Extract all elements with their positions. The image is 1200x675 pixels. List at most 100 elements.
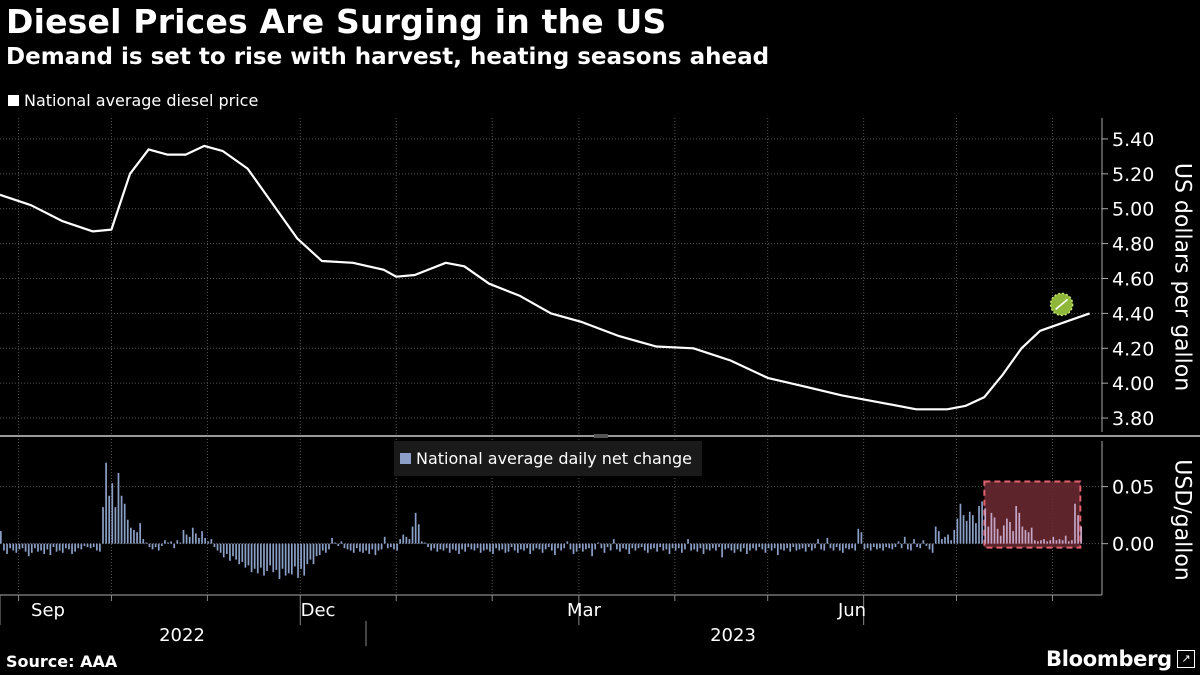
- net-change-bar: [845, 543, 847, 549]
- price-y-tick-label: 4.40: [1112, 303, 1154, 325]
- net-change-bar: [798, 543, 801, 550]
- net-change-bar: [776, 543, 779, 556]
- net-change-bar: [795, 543, 798, 551]
- chart-subtitle: Demand is set to rise with harvest, heat…: [6, 44, 770, 70]
- net-change-bar: [591, 543, 593, 557]
- net-change-bar: [448, 543, 451, 553]
- net-change-bar: [643, 543, 646, 551]
- net-change-bar: [1024, 529, 1027, 544]
- net-change-bar: [863, 543, 866, 550]
- net-change-bar: [80, 543, 83, 550]
- net-change-bar: [656, 543, 658, 552]
- net-change-bar: [482, 543, 485, 551]
- net-change-bar: [455, 543, 457, 551]
- net-change-bar: [34, 543, 36, 549]
- net-change-bar: [811, 543, 813, 551]
- net-change-bar: [965, 520, 968, 544]
- net-change-bar: [188, 536, 191, 544]
- net-change-bar: [49, 543, 52, 556]
- net-change-bar: [1058, 539, 1061, 544]
- net-change-bar: [724, 543, 727, 550]
- net-change-bar: [461, 543, 463, 550]
- net-change-bar: [46, 543, 49, 550]
- net-change-bar: [820, 543, 823, 550]
- change-legend-swatch: [400, 453, 411, 464]
- net-change-bar: [640, 543, 643, 548]
- net-change-bar: [544, 543, 547, 550]
- net-change-bar: [3, 543, 5, 551]
- net-change-bar: [603, 543, 606, 553]
- net-change-bar: [495, 543, 497, 549]
- net-change-bar: [179, 542, 182, 544]
- net-change-bar: [95, 543, 98, 551]
- net-change-bar: [417, 524, 420, 544]
- net-change-bar: [24, 543, 27, 552]
- net-change-bar: [1080, 526, 1083, 544]
- net-change-bar: [368, 543, 371, 554]
- net-change-bar: [882, 543, 884, 551]
- net-change-bar: [978, 506, 980, 544]
- panel-divider-handle: [594, 434, 608, 438]
- net-change-bar: [671, 543, 674, 549]
- net-change-bar: [297, 543, 299, 578]
- net-change-bar: [18, 543, 21, 550]
- net-change-bar: [742, 543, 745, 549]
- net-change-bar: [860, 532, 863, 544]
- net-change-bar: [944, 536, 946, 544]
- net-change-bar: [198, 537, 200, 544]
- net-change-bar: [646, 543, 649, 553]
- net-change-bar: [185, 534, 188, 544]
- net-change-bar: [1033, 540, 1036, 544]
- net-change-bar: [851, 543, 853, 549]
- net-change-bar: [272, 543, 275, 573]
- net-change-bar: [532, 543, 535, 551]
- price-series-line: [0, 144, 1090, 411]
- net-change-bar: [173, 543, 176, 549]
- net-change-bar: [130, 527, 132, 544]
- net-change-bar: [68, 543, 70, 550]
- net-change-bar: [634, 543, 637, 551]
- net-change-bar: [309, 543, 312, 560]
- net-change-bar: [15, 543, 18, 553]
- net-change-bar: [826, 537, 829, 544]
- price-y-tick-label: 5.40: [1112, 129, 1154, 151]
- net-change-bar: [430, 543, 432, 551]
- net-change-bar: [318, 543, 321, 556]
- net-change-bar: [687, 539, 689, 544]
- net-change-bar: [718, 543, 720, 548]
- net-change-bar: [631, 543, 634, 549]
- net-change-bar: [563, 543, 566, 549]
- price-y-axis-label: US dollars per gallon: [1169, 162, 1195, 392]
- net-change-bar: [761, 543, 764, 550]
- net-change-bar: [229, 543, 231, 561]
- net-change-bar: [572, 543, 575, 554]
- net-change-bar: [888, 543, 891, 549]
- net-change-bar: [201, 531, 203, 544]
- net-change-bar: [377, 543, 380, 551]
- net-change-bar: [191, 527, 194, 544]
- net-change-bar: [405, 536, 408, 544]
- net-change-bar: [770, 543, 773, 551]
- net-change-bar: [705, 543, 708, 550]
- net-change-bar: [396, 543, 398, 551]
- net-change-bar: [383, 536, 386, 544]
- net-change-bar: [325, 543, 327, 553]
- net-change-bar: [492, 543, 494, 554]
- net-change-bar: [1006, 518, 1008, 544]
- net-change-bar: [216, 543, 219, 551]
- net-change-bar: [597, 542, 600, 544]
- net-change-bar: [337, 543, 340, 546]
- net-change-bar: [408, 539, 411, 544]
- net-change-bar: [975, 523, 977, 544]
- net-change-bar: [588, 543, 590, 549]
- net-change-bar: [516, 543, 519, 553]
- net-change-bar: [773, 543, 776, 549]
- net-change-bar: [619, 543, 621, 552]
- net-change-bar: [1077, 515, 1079, 544]
- net-change-bar: [148, 543, 151, 548]
- net-change-bar: [690, 543, 693, 551]
- net-change-bar: [250, 543, 253, 573]
- net-change-bar: [981, 501, 983, 544]
- x-month-label: Dec: [301, 600, 336, 621]
- net-change-bar: [6, 543, 8, 554]
